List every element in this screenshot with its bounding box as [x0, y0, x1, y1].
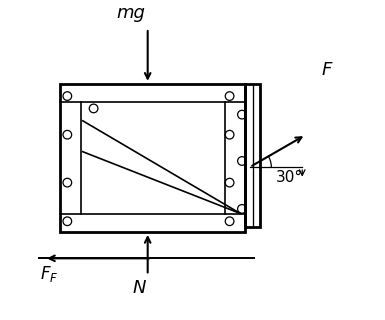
- Text: $F_F$: $F_F$: [40, 264, 58, 284]
- Text: N: N: [132, 279, 146, 297]
- Bar: [245, 84, 261, 227]
- Bar: [60, 84, 245, 232]
- Text: 30°: 30°: [276, 171, 303, 186]
- Text: mg: mg: [116, 4, 145, 22]
- Text: F: F: [322, 61, 332, 79]
